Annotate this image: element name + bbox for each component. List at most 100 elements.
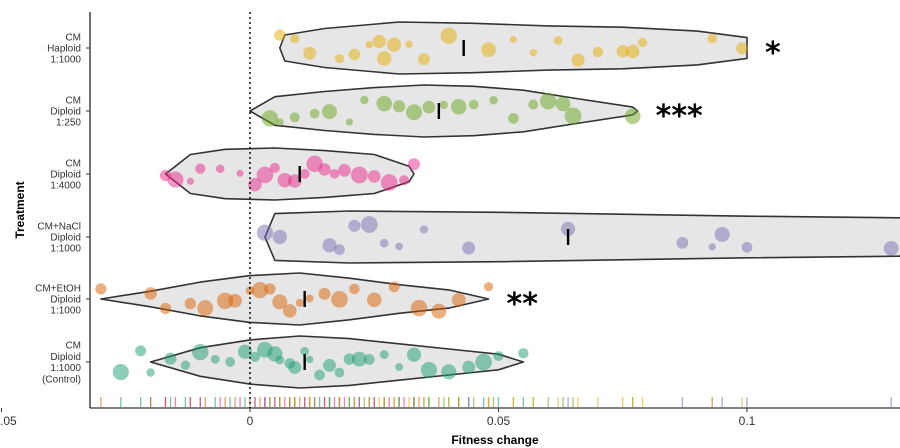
data-point — [553, 36, 563, 45]
violin — [100, 272, 490, 326]
y-category-label: Diploid — [50, 295, 81, 306]
data-point — [395, 242, 403, 251]
data-point — [309, 108, 320, 119]
data-point — [529, 48, 538, 57]
data-point — [450, 98, 467, 115]
data-point — [95, 283, 107, 295]
data-point — [422, 100, 436, 114]
data-point — [228, 293, 242, 308]
violin — [164, 147, 415, 201]
y-category-label: Diploid — [50, 170, 81, 181]
data-point — [186, 177, 194, 185]
data-point — [331, 290, 348, 308]
data-point — [376, 51, 392, 66]
x-axis-title: Fitness change — [451, 433, 539, 447]
data-point — [305, 294, 314, 303]
data-point — [451, 293, 466, 307]
data-point — [323, 358, 337, 372]
data-point — [269, 162, 280, 174]
data-point — [518, 348, 529, 359]
data-point — [406, 347, 422, 362]
data-point — [528, 99, 539, 110]
data-point — [237, 344, 253, 359]
y-category-label: 1:1000 — [50, 244, 81, 255]
violins — [100, 21, 900, 389]
data-point — [249, 351, 260, 362]
data-point — [261, 110, 279, 127]
data-point — [338, 164, 351, 177]
y-category-label: 1:250 — [56, 118, 81, 129]
data-point — [282, 304, 297, 318]
data-point — [367, 170, 381, 183]
data-point — [714, 226, 730, 242]
data-point — [334, 244, 345, 256]
significance-label: ** — [507, 287, 539, 322]
data-point — [360, 216, 378, 233]
y-category-label: CM — [65, 341, 81, 352]
data-point — [380, 174, 398, 191]
data-point — [303, 46, 317, 60]
data-point — [167, 171, 184, 188]
data-point — [348, 48, 361, 61]
y-category-label: 1:1000 — [50, 306, 81, 317]
data-point — [277, 172, 293, 188]
data-point — [564, 107, 582, 125]
data-point — [462, 241, 476, 255]
data-point — [349, 283, 360, 295]
data-point — [616, 45, 630, 58]
data-point — [475, 353, 492, 371]
data-point — [322, 104, 338, 120]
data-point — [420, 361, 438, 379]
data-point — [399, 175, 410, 186]
y-category-label: 1:1000 — [50, 363, 81, 374]
data-point — [509, 36, 517, 44]
data-point — [351, 351, 367, 367]
data-point — [272, 229, 287, 245]
data-point — [406, 104, 422, 121]
data-point — [318, 287, 331, 300]
data-point — [159, 302, 172, 315]
x-tick-label: 0 — [247, 414, 254, 428]
data-point — [314, 369, 325, 381]
data-point — [236, 169, 244, 177]
data-point — [225, 357, 236, 367]
data-point — [146, 368, 155, 377]
data-point — [345, 118, 354, 126]
data-point — [318, 163, 331, 176]
data-point — [379, 350, 389, 359]
data-point — [251, 281, 269, 299]
data-point — [264, 283, 276, 295]
data-point — [184, 297, 197, 310]
data-point — [210, 354, 220, 364]
data-point — [440, 27, 458, 45]
data-point — [489, 95, 498, 105]
data-point — [180, 360, 191, 370]
data-point — [275, 118, 284, 126]
y-tick-labels: CMDiploid1:1000(Control)CM+EtOHDiploid1:… — [35, 32, 90, 385]
data-point — [484, 282, 494, 292]
data-point — [419, 225, 429, 234]
y-category-label: CM+EtOH — [35, 283, 81, 294]
significance-label: *** — [656, 99, 703, 134]
data-point — [405, 40, 413, 48]
y-category-label: 1:1000 — [50, 55, 81, 66]
data-point — [708, 243, 716, 251]
y-category-label: CM — [65, 32, 81, 43]
y-category-label: CM+NaCl — [37, 221, 81, 232]
x-tick-label: 0.05 — [487, 414, 511, 428]
data-point — [431, 303, 447, 319]
violin — [279, 21, 748, 75]
data-point — [322, 238, 337, 253]
data-point — [334, 367, 345, 378]
data-point — [468, 99, 479, 110]
data-point — [275, 355, 285, 365]
data-point — [539, 92, 557, 110]
data-point — [392, 100, 406, 113]
y-category-label: (Control) — [42, 374, 81, 385]
x-tick-label: 0.1 — [739, 414, 756, 428]
data-point — [741, 241, 753, 253]
data-point — [736, 42, 748, 55]
data-point — [195, 163, 206, 174]
data-point — [272, 294, 288, 310]
data-point — [216, 292, 234, 310]
